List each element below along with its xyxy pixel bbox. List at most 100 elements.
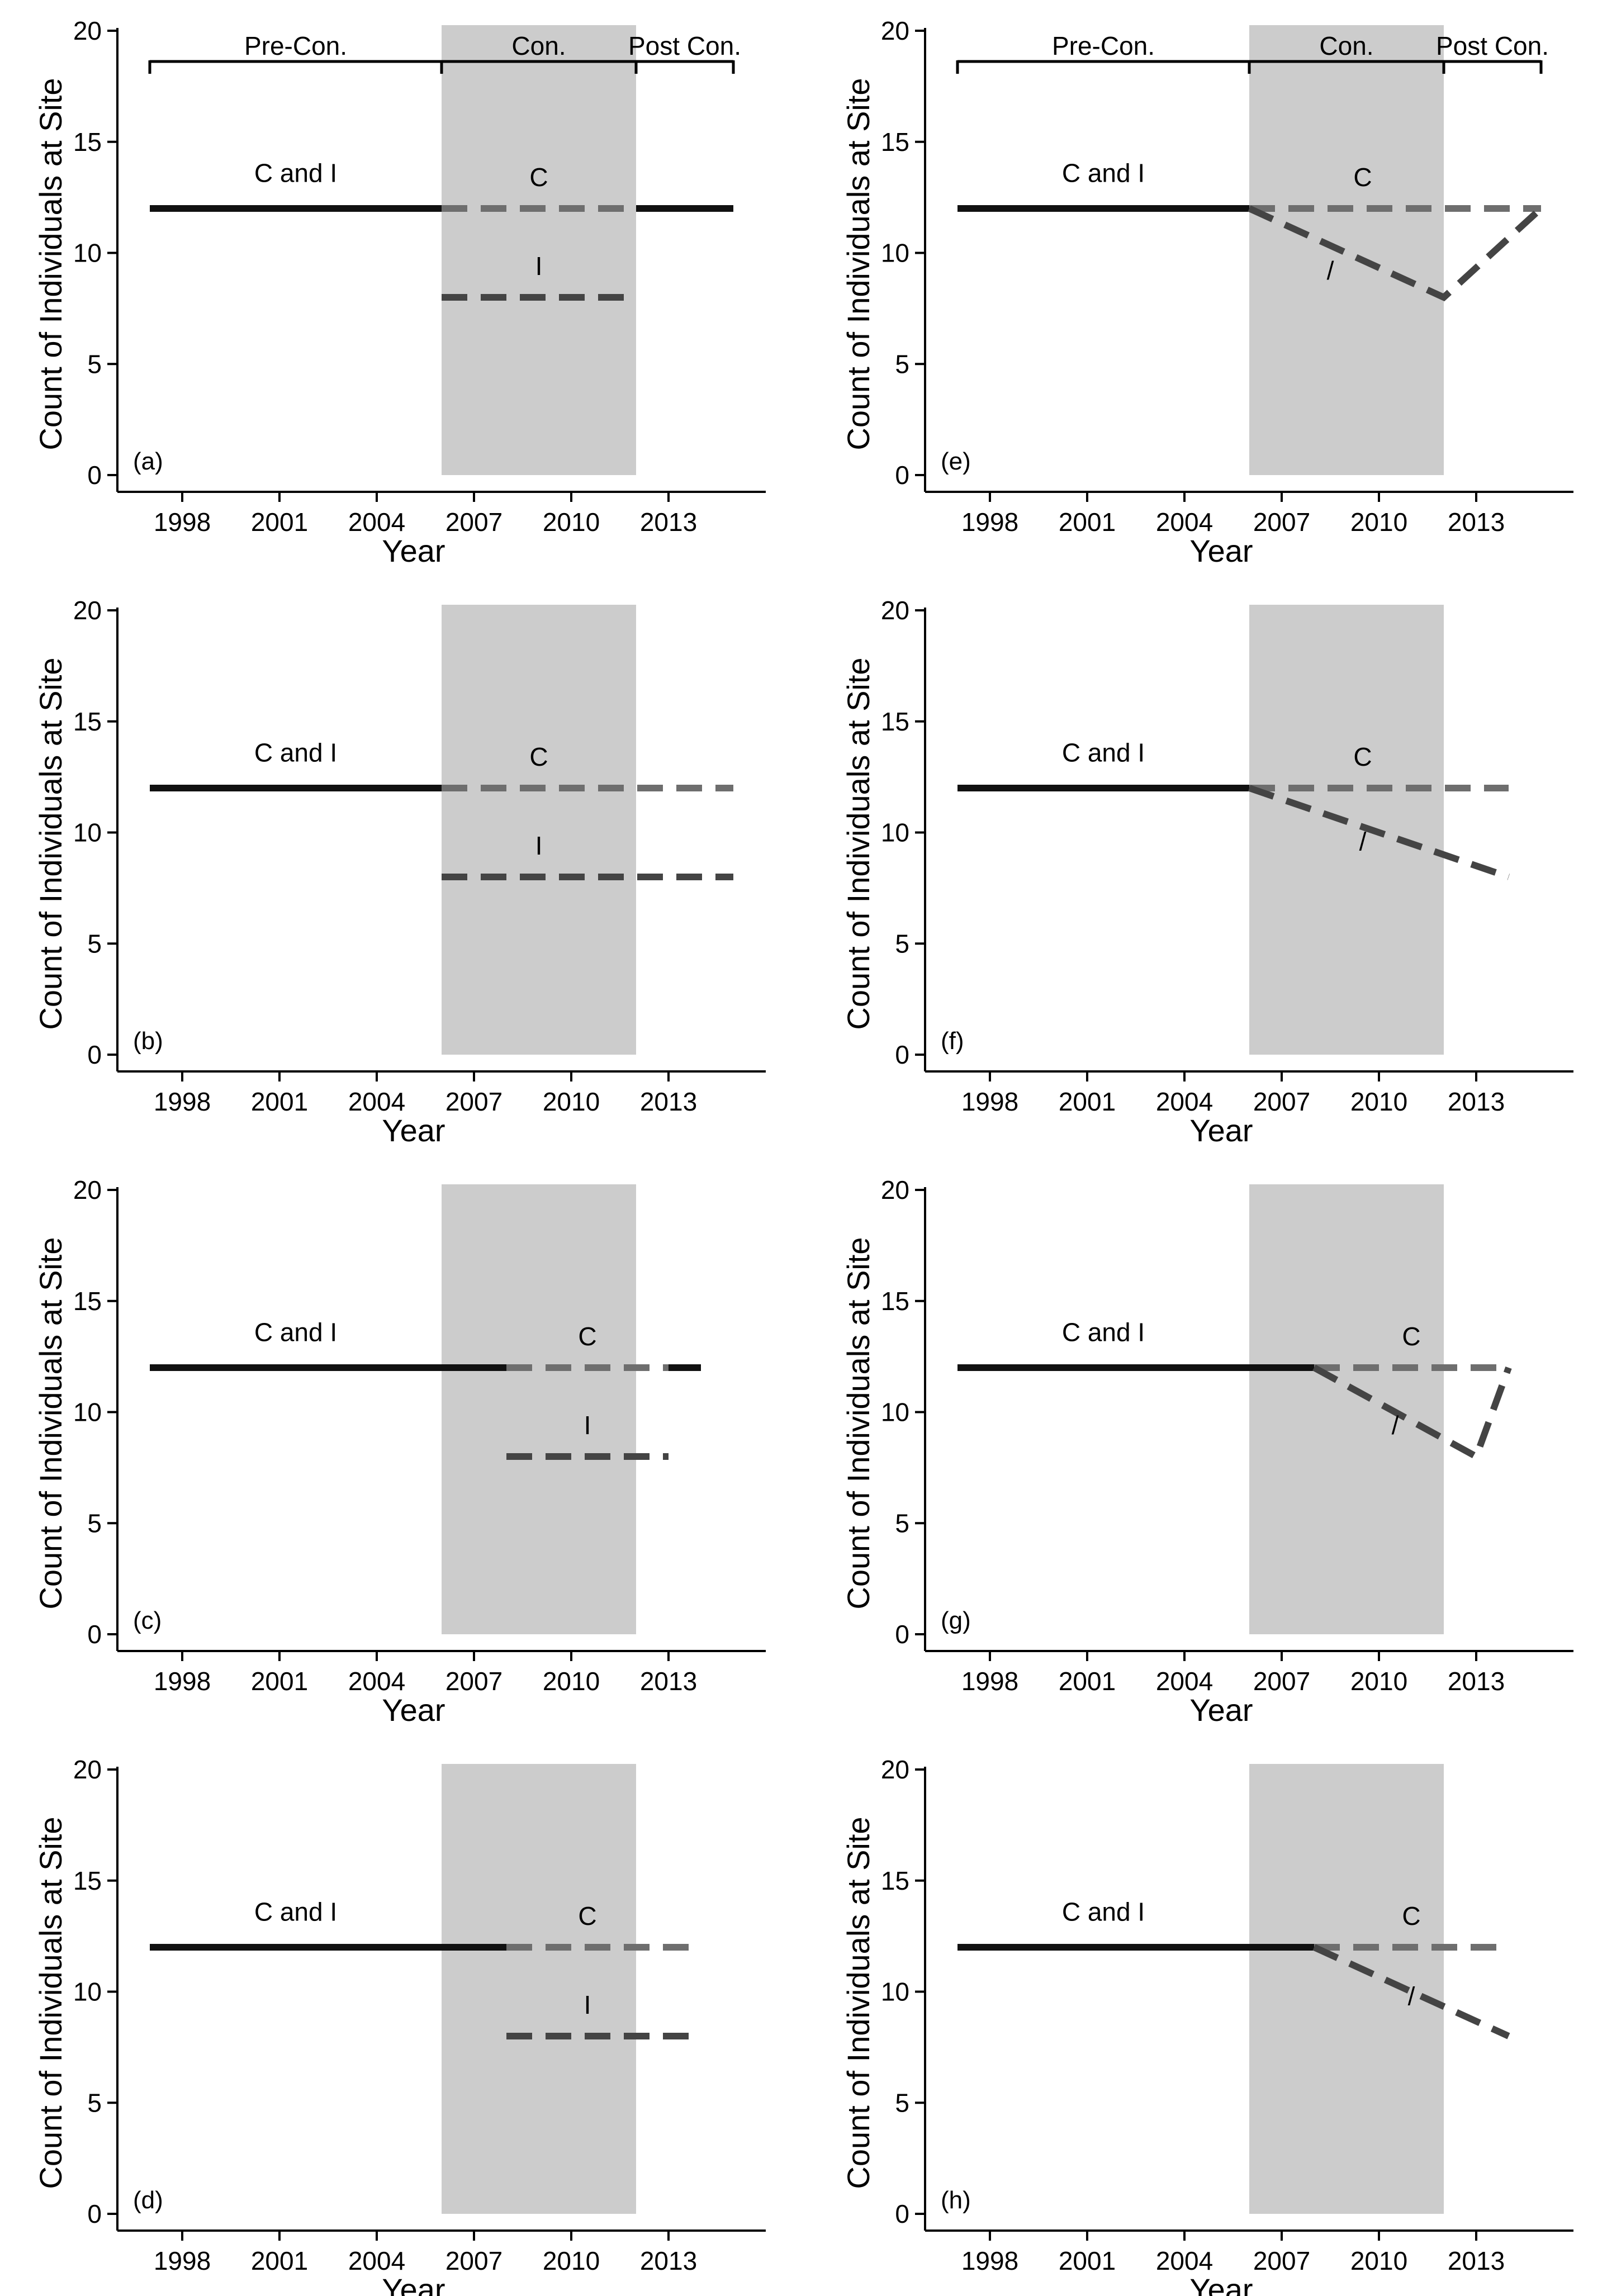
chart-panel-e: 0 5 10 15 20 1998 2001 2004 2007 2010 2013 Year Coun…: [841, 16, 1573, 568]
x-tick-label: 2007: [1253, 507, 1310, 537]
chart-panel-b: 0 5 10 15 20 1998 2001 2004 2007 2010 2013 Year Coun…: [33, 596, 766, 1148]
y-axis-title: Count of Individuals at Site: [33, 1237, 68, 1609]
y-tick-label: 15: [881, 707, 909, 736]
period-label: Post Con.: [628, 31, 741, 60]
y-tick-label: 5: [87, 2088, 102, 2117]
x-tick-label: 2004: [1156, 1087, 1213, 1116]
y-tick-label: 15: [881, 1866, 909, 1895]
y-tick-label: 20: [881, 596, 909, 625]
x-tick-label: 1998: [961, 507, 1018, 537]
y-tick-label: 20: [73, 1175, 102, 1204]
y-tick-label: 0: [895, 461, 909, 490]
panel-label: (f): [941, 1027, 964, 1055]
series-label: C: [1402, 1322, 1420, 1351]
x-tick-label: 2001: [251, 1087, 308, 1116]
y-tick-label: 5: [895, 2088, 909, 2117]
period-label: Con.: [1319, 31, 1373, 60]
construction-shading: [442, 25, 636, 475]
series-label: I: [535, 831, 543, 860]
construction-shading: [442, 605, 636, 1055]
series-label: C: [1353, 163, 1372, 192]
series-label: C: [578, 1901, 596, 1930]
x-tick-label: 2010: [1350, 1667, 1407, 1696]
x-tick-label: 1998: [154, 507, 211, 537]
y-axis-title: Count of Individuals at Site: [841, 1237, 876, 1609]
x-tick-label: 2010: [1350, 507, 1407, 537]
y-tick-label: 10: [881, 818, 909, 847]
x-tick-label: 2004: [348, 2246, 405, 2275]
y-tick-label: 10: [881, 239, 909, 268]
panel-label: (a): [133, 448, 163, 475]
y-tick-label: 10: [881, 1977, 909, 2006]
panel-label: (e): [941, 448, 971, 475]
construction-shading: [1249, 1764, 1444, 2214]
series-label: /: [1359, 827, 1367, 856]
chart-panel-f: 0 5 10 15 20 1998 2001 2004 2007 2010 2013 Year Coun…: [841, 596, 1573, 1148]
construction-shading: [442, 1184, 636, 1634]
series-label: /: [1392, 1411, 1399, 1440]
series-label: C: [529, 163, 548, 192]
y-tick-label: 5: [895, 929, 909, 958]
panel-label: (b): [133, 1027, 163, 1055]
x-tick-label: 2007: [1253, 2246, 1310, 2275]
x-axis-title: Year: [382, 1113, 445, 1148]
series-label: C and I: [1062, 158, 1145, 187]
y-tick-label: 15: [73, 1287, 102, 1316]
construction-shading: [1249, 605, 1444, 1055]
y-tick-label: 15: [73, 707, 102, 736]
panel-label: (h): [941, 2186, 971, 2214]
x-tick-label: 2004: [348, 1087, 405, 1116]
x-tick-label: 2010: [1350, 2246, 1407, 2275]
y-tick-label: 10: [73, 1398, 102, 1427]
x-tick-label: 2004: [1156, 2246, 1213, 2275]
y-tick-label: 5: [87, 1508, 102, 1538]
chart-panel-d: 0 5 10 15 20 1998 2001 2004 2007 2010 2013 Year Coun…: [33, 1755, 766, 2296]
x-tick-label: 1998: [154, 1087, 211, 1116]
x-tick-label: 2013: [1448, 1667, 1505, 1696]
y-tick-label: 0: [87, 1620, 102, 1649]
x-axis-title: Year: [1189, 1692, 1253, 1728]
y-tick-label: 15: [73, 1866, 102, 1895]
x-tick-label: 2013: [640, 1087, 697, 1116]
x-tick-label: 2013: [1448, 507, 1505, 537]
x-tick-label: 2001: [251, 1667, 308, 1696]
x-tick-label: 2013: [1448, 2246, 1505, 2275]
y-tick-label: 0: [87, 2199, 102, 2228]
x-tick-label: 2013: [1448, 1087, 1505, 1116]
y-tick-label: 10: [73, 239, 102, 268]
y-tick-label: 5: [87, 929, 102, 958]
series-label: C and I: [254, 738, 337, 767]
panel-label: (g): [941, 1607, 971, 1634]
series-label: I: [535, 252, 543, 281]
x-tick-label: 2010: [1350, 1087, 1407, 1116]
series-label: C and I: [1062, 1897, 1145, 1926]
x-tick-label: 1998: [154, 2246, 211, 2275]
series-line-i: [1248, 785, 1510, 880]
x-tick-label: 2007: [445, 1667, 503, 1696]
x-axis-title: Year: [382, 1692, 445, 1728]
x-tick-label: 2001: [1059, 1667, 1116, 1696]
x-tick-label: 2001: [1059, 2246, 1116, 2275]
y-tick-label: 20: [73, 596, 102, 625]
x-tick-label: 1998: [154, 1667, 211, 1696]
x-tick-label: 2001: [1059, 507, 1116, 537]
series-label: /: [1408, 1981, 1415, 2010]
x-tick-label: 2007: [445, 2246, 503, 2275]
series-label: C and I: [254, 1317, 337, 1346]
series-label: C: [529, 742, 548, 771]
x-tick-label: 2010: [543, 1087, 600, 1116]
y-tick-label: 15: [73, 127, 102, 156]
y-tick-label: 10: [881, 1398, 909, 1427]
x-tick-label: 2013: [640, 2246, 697, 2275]
series-line-i: [1312, 1944, 1510, 2039]
x-tick-label: 2010: [543, 2246, 600, 2275]
y-tick-label: 20: [73, 1755, 102, 1784]
series-label: C: [1353, 742, 1372, 771]
x-tick-label: 2004: [348, 1667, 405, 1696]
y-tick-label: 10: [73, 818, 102, 847]
series-label: I: [584, 1411, 591, 1440]
series-label: /: [1327, 256, 1334, 285]
y-tick-label: 0: [895, 2199, 909, 2228]
y-tick-label: 5: [895, 1508, 909, 1538]
